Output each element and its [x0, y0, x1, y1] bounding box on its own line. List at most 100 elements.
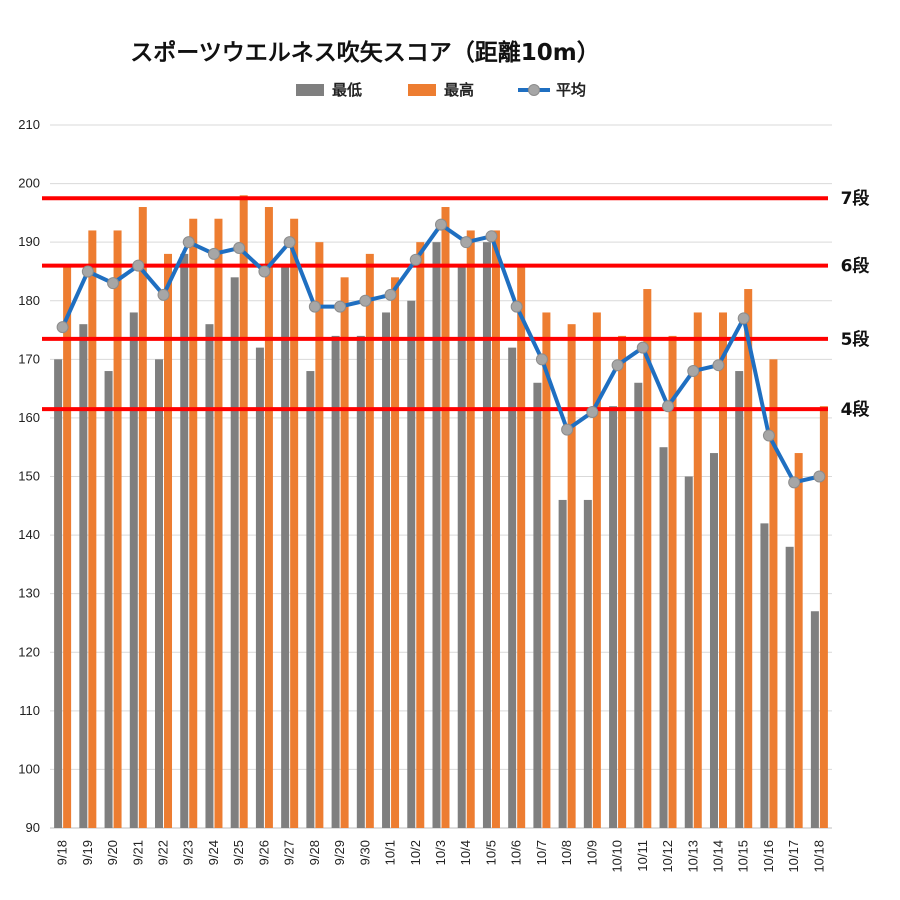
bar-min [205, 324, 214, 828]
bar-min [180, 253, 189, 829]
average-line [56, 218, 826, 489]
x-tick-label: 10/14 [710, 840, 725, 873]
x-tick-label: 10/16 [761, 840, 776, 873]
average-point [258, 265, 271, 278]
bar-max [794, 453, 803, 828]
bar-max [466, 230, 475, 828]
y-tick-label: 110 [19, 703, 40, 718]
bar-max [491, 230, 500, 828]
bar-max [643, 289, 652, 828]
bars [54, 195, 828, 829]
reference-line-label: 6段 [841, 256, 870, 277]
x-tick-label: 10/1 [383, 840, 398, 865]
bar-min [760, 523, 769, 828]
x-tick-label: 10/13 [685, 840, 700, 873]
y-tick-label: 90 [26, 820, 40, 835]
bar-min [558, 499, 567, 828]
legend-label: 最高 [444, 81, 474, 99]
x-axis: 9/18 9/19 9/20 9/21 9/22 9/23 9/24 9/25 9/26 9/27… [55, 840, 827, 873]
bar-max [315, 242, 324, 828]
y-tick-label: 130 [18, 586, 40, 601]
bar-max [214, 218, 223, 828]
bar-min [230, 277, 239, 829]
x-tick-label: 9/30 [357, 840, 372, 865]
bar-min [735, 371, 744, 828]
legend-label: 最低 [332, 81, 362, 99]
x-tick-label: 9/27 [282, 840, 297, 865]
legend: 最低 最高 平均 [296, 81, 586, 99]
x-tick-label: 9/25 [231, 840, 246, 865]
x-tick-label: 9/29 [332, 840, 347, 865]
average-point [56, 321, 69, 334]
average-point [561, 423, 574, 436]
x-tick-label: 10/9 [584, 840, 599, 865]
average-point [409, 253, 422, 266]
bar-min [104, 371, 113, 828]
average-point [283, 236, 296, 249]
average-point [636, 341, 649, 354]
x-tick-label: 9/28 [307, 840, 322, 865]
x-tick-label: 9/19 [80, 840, 95, 865]
bar-min [281, 265, 290, 829]
y-tick-label: 150 [18, 469, 40, 484]
bar-max [391, 277, 400, 829]
bar-min [785, 546, 794, 828]
reference-lines: 7段 6段 5段 4段 [42, 188, 869, 420]
bar-max [63, 265, 72, 829]
x-tick-label: 10/7 [534, 840, 549, 865]
bar-max [592, 312, 601, 828]
average-point [813, 470, 826, 483]
y-tick-label: 190 [18, 234, 40, 249]
bar-max [264, 207, 273, 828]
bar-min [583, 499, 592, 828]
x-tick-label: 9/20 [105, 840, 120, 865]
bar-min [129, 312, 138, 828]
bar-min [356, 335, 365, 828]
x-tick-label: 9/21 [130, 840, 145, 865]
y-tick-label: 200 [18, 176, 40, 191]
bar-max [239, 195, 248, 829]
bar-max [416, 242, 425, 828]
bar-min [482, 242, 491, 828]
reference-line-label: 7段 [841, 188, 870, 209]
average-point [510, 300, 523, 313]
bar-min [684, 476, 693, 828]
average-point [384, 288, 397, 301]
x-tick-label: 10/18 [811, 840, 826, 873]
average-point [157, 288, 170, 301]
x-tick-label: 9/26 [256, 840, 271, 865]
bar-min [79, 324, 88, 828]
reference-line-label: 5段 [841, 329, 870, 350]
bar-max [668, 335, 677, 828]
legend-swatch-marker [528, 84, 540, 96]
x-tick-label: 10/5 [483, 840, 498, 865]
bar-min [382, 312, 391, 828]
x-tick-label: 10/3 [433, 840, 448, 865]
bar-max [88, 230, 97, 828]
average-point [182, 236, 195, 249]
y-tick-label: 180 [18, 293, 40, 308]
bar-min [54, 359, 63, 828]
bar-min [609, 406, 618, 828]
bar-min [155, 359, 164, 828]
y-axis: 90 100 110 120 130 140 150 160 170 180 190 200 210 [18, 117, 40, 835]
bar-max [693, 312, 702, 828]
x-tick-label: 10/4 [458, 840, 473, 865]
y-tick-label: 140 [18, 527, 40, 542]
bar-max [744, 289, 753, 828]
average-point [611, 359, 624, 372]
bar-max [113, 230, 122, 828]
bar-max [189, 218, 198, 828]
x-tick-label: 10/10 [610, 840, 625, 873]
y-tick-label: 170 [18, 351, 40, 366]
average-point [460, 236, 473, 249]
bar-min [810, 611, 819, 828]
legend-label: 平均 [556, 81, 586, 99]
bar-max [441, 207, 450, 828]
legend-swatch-max [408, 84, 436, 96]
reference-line-label: 4段 [841, 399, 870, 420]
average-point [308, 300, 321, 313]
x-tick-label: 9/24 [206, 840, 221, 865]
average-point [737, 312, 750, 325]
